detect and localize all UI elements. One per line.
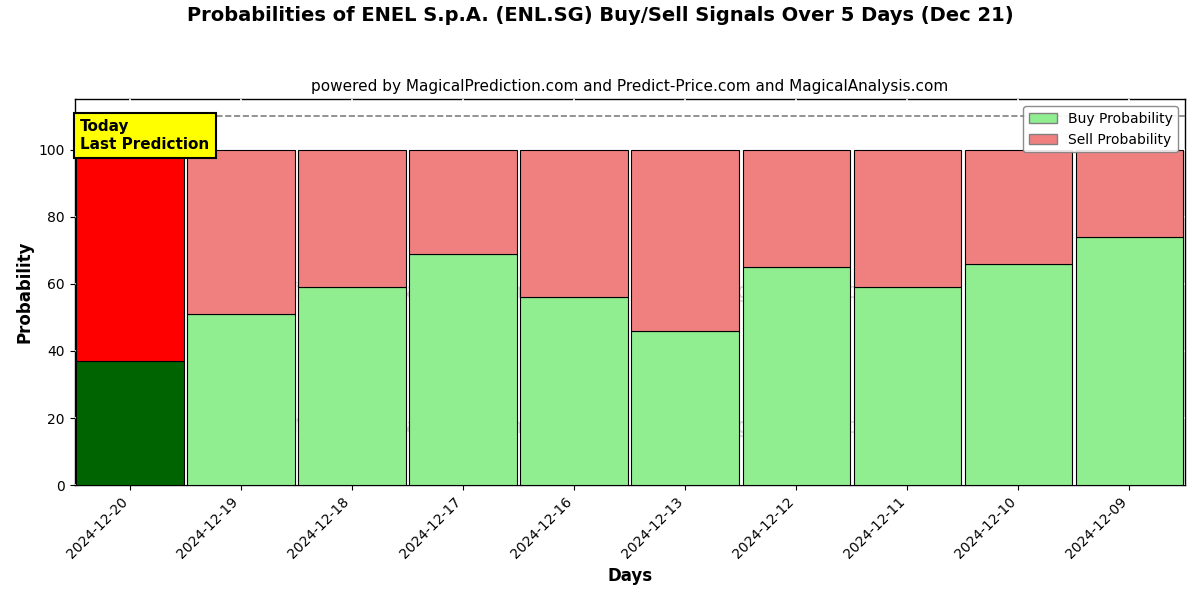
Text: MagicalAnalysis.com: MagicalAnalysis.com — [292, 417, 523, 437]
Bar — [77, 361, 184, 485]
Bar — [743, 267, 851, 485]
Text: MagicalPrediction.com: MagicalPrediction.com — [704, 282, 955, 302]
Bar — [521, 297, 628, 485]
Bar — [299, 149, 406, 287]
Bar — [853, 149, 961, 287]
Text: Today
Last Prediction: Today Last Prediction — [80, 119, 210, 152]
Bar — [187, 149, 295, 314]
X-axis label: Days: Days — [607, 567, 653, 585]
Bar — [743, 149, 851, 267]
Y-axis label: Probability: Probability — [16, 241, 34, 343]
Bar — [1075, 237, 1183, 485]
Bar — [965, 264, 1073, 485]
Title: powered by MagicalPrediction.com and Predict-Price.com and MagicalAnalysis.com: powered by MagicalPrediction.com and Pre… — [311, 79, 948, 94]
Bar — [631, 331, 739, 485]
Text: MagicalAnalysis.com: MagicalAnalysis.com — [292, 282, 523, 302]
Bar — [853, 287, 961, 485]
Bar — [409, 254, 517, 485]
Bar — [77, 149, 184, 361]
Text: MagicalPrediction.com: MagicalPrediction.com — [704, 417, 955, 437]
Legend: Buy Probability, Sell Probability: Buy Probability, Sell Probability — [1024, 106, 1178, 152]
Bar — [1075, 149, 1183, 237]
Bar — [409, 149, 517, 254]
Bar — [299, 287, 406, 485]
Bar — [521, 149, 628, 297]
Bar — [187, 314, 295, 485]
Text: Probabilities of ENEL S.p.A. (ENL.SG) Buy/Sell Signals Over 5 Days (Dec 21): Probabilities of ENEL S.p.A. (ENL.SG) Bu… — [187, 6, 1013, 25]
Bar — [965, 149, 1073, 264]
Bar — [631, 149, 739, 331]
